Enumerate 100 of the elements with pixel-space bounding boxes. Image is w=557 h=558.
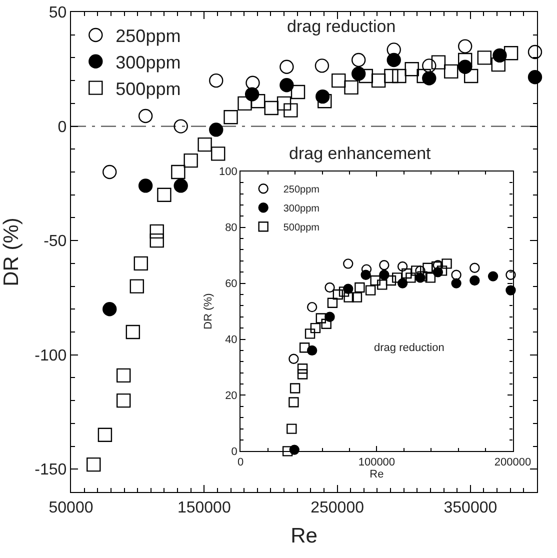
point bbox=[238, 96, 252, 111]
point bbox=[209, 122, 224, 137]
point bbox=[442, 258, 452, 269]
point bbox=[250, 94, 266, 108]
point bbox=[464, 68, 478, 84]
y-tick-label: 0 bbox=[231, 446, 238, 458]
point bbox=[150, 233, 164, 248]
point bbox=[343, 258, 354, 269]
point bbox=[246, 76, 260, 90]
x-axis-title: Re bbox=[290, 524, 318, 548]
point bbox=[477, 50, 492, 65]
point bbox=[379, 260, 390, 270]
x-tick-label: 150000 bbox=[177, 499, 231, 516]
point bbox=[406, 272, 416, 283]
point bbox=[352, 292, 362, 302]
point bbox=[451, 270, 462, 280]
point bbox=[451, 278, 462, 288]
y-tick-label: -100 bbox=[34, 347, 67, 364]
y-tick-label: 60 bbox=[225, 278, 238, 290]
point bbox=[392, 272, 402, 283]
point bbox=[470, 262, 480, 273]
y-tick-label: 100 bbox=[218, 166, 238, 178]
point bbox=[126, 324, 140, 340]
legend-label: 300ppm bbox=[116, 52, 181, 72]
point bbox=[488, 271, 498, 282]
point bbox=[411, 266, 422, 276]
point bbox=[528, 44, 542, 60]
point bbox=[174, 119, 188, 134]
x-tick-label: 350000 bbox=[444, 499, 498, 516]
point bbox=[264, 100, 278, 116]
legend-label: 250ppm bbox=[116, 26, 181, 46]
x-tick-label: 250000 bbox=[310, 499, 364, 516]
point bbox=[392, 68, 406, 84]
point bbox=[198, 137, 212, 152]
x-tick-label: 100000 bbox=[358, 456, 396, 468]
annotation: drag enhancement bbox=[289, 144, 432, 163]
annotation: drag reduction bbox=[374, 342, 444, 354]
point bbox=[134, 256, 148, 271]
point bbox=[174, 178, 188, 193]
point bbox=[324, 282, 335, 293]
point bbox=[506, 270, 516, 280]
x-tick-label: 200000 bbox=[494, 456, 532, 468]
point bbox=[280, 60, 294, 74]
point bbox=[458, 39, 472, 54]
point bbox=[384, 68, 398, 84]
point bbox=[425, 272, 436, 283]
point bbox=[321, 318, 332, 329]
point bbox=[282, 446, 293, 456]
point bbox=[370, 275, 380, 286]
point bbox=[310, 322, 321, 334]
y-tick-label: 0 bbox=[58, 118, 67, 136]
point bbox=[377, 280, 388, 290]
point bbox=[184, 153, 198, 168]
point bbox=[297, 369, 308, 380]
point bbox=[360, 270, 371, 280]
point bbox=[288, 354, 299, 364]
point bbox=[116, 368, 131, 383]
point bbox=[130, 279, 144, 294]
point bbox=[491, 57, 506, 72]
y-tick-label: 80 bbox=[225, 222, 238, 234]
y-tick-label: 20 bbox=[225, 390, 238, 402]
point bbox=[102, 164, 117, 180]
point bbox=[470, 275, 480, 286]
point bbox=[98, 428, 112, 442]
point bbox=[304, 328, 316, 339]
point bbox=[351, 52, 366, 68]
point bbox=[211, 146, 226, 161]
point bbox=[209, 73, 224, 88]
point bbox=[338, 286, 350, 297]
point bbox=[422, 262, 433, 273]
point bbox=[344, 80, 358, 95]
point bbox=[299, 342, 310, 353]
point bbox=[138, 178, 153, 193]
legend-label: 250ppm bbox=[283, 184, 320, 196]
point bbox=[290, 383, 300, 394]
legend-label: 500ppm bbox=[283, 222, 320, 234]
point bbox=[358, 68, 374, 84]
point bbox=[332, 289, 344, 300]
point bbox=[138, 108, 153, 124]
point bbox=[297, 364, 308, 374]
point bbox=[288, 397, 299, 408]
point bbox=[290, 84, 306, 100]
y-axis-title: DR (%) bbox=[202, 293, 215, 330]
point bbox=[286, 424, 297, 434]
point bbox=[402, 268, 412, 279]
point bbox=[276, 96, 292, 111]
point bbox=[86, 457, 101, 472]
point bbox=[327, 298, 338, 308]
point bbox=[314, 58, 330, 73]
x-tick-label: 50000 bbox=[48, 499, 94, 516]
x-axis-title: Re bbox=[370, 468, 384, 481]
point bbox=[416, 68, 431, 84]
point bbox=[458, 52, 472, 68]
point bbox=[284, 103, 298, 118]
point bbox=[504, 46, 518, 60]
point bbox=[386, 52, 401, 68]
y-tick-label: -150 bbox=[34, 462, 67, 479]
point bbox=[102, 302, 117, 316]
point bbox=[365, 285, 376, 296]
point bbox=[280, 78, 294, 92]
